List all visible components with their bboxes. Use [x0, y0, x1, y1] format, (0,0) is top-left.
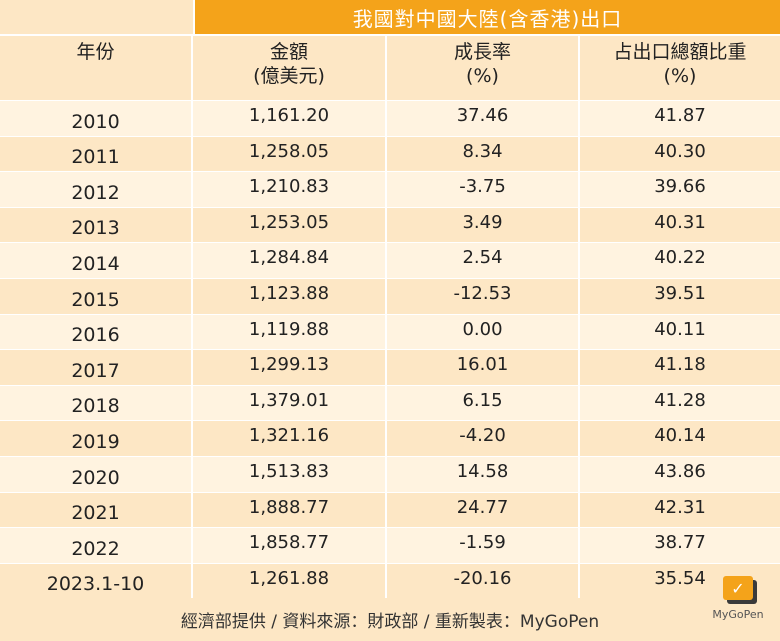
- cell-amount: 1,119.88: [193, 314, 387, 350]
- header-share: 占出口總額比重 (%): [580, 36, 780, 100]
- header-line2: (%): [466, 65, 499, 87]
- cell-year: 2015: [0, 278, 193, 314]
- cell-growth: 3.49: [387, 207, 580, 243]
- cell-growth: -3.75: [387, 172, 580, 207]
- header-line1: 金額: [269, 41, 308, 63]
- cell-amount: 1,210.83: [193, 172, 387, 207]
- cell-growth: -12.53: [387, 278, 580, 314]
- cell-growth: -20.16: [387, 563, 580, 599]
- cell-amount: 1,513.83: [193, 456, 387, 492]
- cell-growth: -4.20: [387, 421, 580, 456]
- title-row: 我國對中國大陸(含香港)出口: [0, 0, 780, 34]
- cell-share: 41.18: [654, 354, 706, 376]
- cell-share: 41.28: [654, 389, 706, 411]
- cell-year: 2016: [0, 314, 193, 350]
- cell-year: 2020: [0, 456, 193, 492]
- logo-brand: MyGoPen: [712, 608, 764, 621]
- cell-growth: 2.54: [387, 243, 580, 278]
- cell-year: 2019: [0, 421, 193, 456]
- cell-amount: 1,321.16: [193, 421, 387, 456]
- table-title: 我國對中國大陸(含香港)出口: [195, 0, 780, 34]
- cell-year: 2017: [0, 350, 193, 385]
- cell-share: 35.54: [654, 567, 706, 589]
- table-row: 2015 1,123.88 -12.53 39.51: [0, 277, 780, 314]
- cell-share: 40.22: [654, 247, 706, 269]
- cell-amount: 1,258.05: [193, 136, 387, 172]
- header-line1: 年份: [76, 41, 115, 63]
- table-row: 2017 1,299.13 16.01 41.18: [0, 349, 780, 385]
- header-growth: 成長率 (%): [387, 36, 580, 100]
- cell-year: 2012: [0, 172, 193, 207]
- cell-amount: 1,253.05: [193, 207, 387, 243]
- cell-share: 43.86: [654, 460, 706, 482]
- cell-year: 2021: [0, 492, 193, 528]
- cell-year: 2018: [0, 385, 193, 421]
- cell-year: 2022: [0, 528, 193, 563]
- cell-growth: 6.15: [387, 385, 580, 421]
- title-corner: [0, 0, 195, 34]
- source-footer: 經濟部提供 / 資料來源：財政部 / 重新製表：MyGoPen: [0, 598, 780, 641]
- cell-share: 40.11: [654, 318, 706, 340]
- cell-share: 42.31: [654, 496, 706, 518]
- table-row: 2013 1,253.05 3.49 40.31: [0, 206, 780, 243]
- cell-growth: 16.01: [387, 350, 580, 385]
- cell-year: 2014: [0, 243, 193, 278]
- table-row: 2020 1,513.83 14.58 43.86: [0, 455, 780, 492]
- header-year: 年份: [0, 36, 193, 100]
- cell-amount: 1,123.88: [193, 278, 387, 314]
- cell-share: 40.14: [654, 425, 706, 447]
- check-icon: ✓: [723, 576, 753, 600]
- table-row: 2023.1-10 1,261.88 -20.16 35.54: [0, 562, 780, 599]
- cell-amount: 1,299.13: [193, 350, 387, 385]
- table-row: 2011 1,258.05 8.34 40.30: [0, 135, 780, 172]
- cell-amount: 1,284.84: [193, 243, 387, 278]
- header-line2: (%): [663, 65, 697, 87]
- cell-share: 39.51: [654, 282, 706, 304]
- cell-amount: 1,379.01: [193, 385, 387, 421]
- cell-growth: 24.77: [387, 492, 580, 528]
- cell-growth: 8.34: [387, 136, 580, 172]
- mygopen-logo: ✓ MyGoPen: [707, 576, 769, 636]
- cell-amount: 1,261.88: [193, 563, 387, 599]
- table-row: 2021 1,888.77 24.77 42.31: [0, 491, 780, 528]
- table-row: 2019 1,321.16 -4.20 40.14: [0, 420, 780, 456]
- table-row: 2014 1,284.84 2.54 40.22: [0, 242, 780, 278]
- cell-growth: 37.46: [387, 101, 580, 136]
- table-header: 年份 金額 (億美元) 成長率 (%) 占出口總額比重 (%): [0, 34, 780, 100]
- cell-share: 38.77: [654, 532, 706, 554]
- cell-amount: 1,161.20: [193, 101, 387, 136]
- table-row: 2012 1,210.83 -3.75 39.66: [0, 171, 780, 207]
- cell-share: 40.30: [654, 140, 706, 162]
- cell-year: 2023.1-10: [0, 563, 193, 599]
- source-text: 經濟部提供 / 資料來源：財政部 / 重新製表：MyGoPen: [180, 612, 600, 632]
- cell-year: 2011: [0, 136, 193, 172]
- cell-share: 41.87: [654, 105, 706, 126]
- cell-growth: -1.59: [387, 528, 580, 563]
- cell-amount: 1,888.77: [193, 492, 387, 528]
- header-line2: (億美元): [253, 65, 325, 87]
- header-line1: 成長率: [453, 41, 511, 63]
- table-row: 2016 1,119.88 0.00 40.11: [0, 313, 780, 350]
- table-row: 2022 1,858.77 -1.59 38.77: [0, 527, 780, 563]
- cell-share: 39.66: [654, 176, 706, 198]
- header-amount: 金額 (億美元): [193, 36, 387, 100]
- cell-growth: 14.58: [387, 456, 580, 492]
- table-row: 2018 1,379.01 6.15 41.28: [0, 384, 780, 421]
- cell-share: 40.31: [654, 211, 706, 233]
- table-body: 2010 1,161.20 37.46 41.87 2011 1,258.05 8.34 40…: [0, 100, 780, 599]
- cell-amount: 1,858.77: [193, 528, 387, 563]
- cell-growth: 0.00: [387, 314, 580, 350]
- cell-year: 2010: [0, 101, 193, 136]
- header-line1: 占出口總額比重: [613, 41, 747, 63]
- table-row: 2010 1,161.20 37.46 41.87: [0, 100, 780, 136]
- cell-year: 2013: [0, 207, 193, 243]
